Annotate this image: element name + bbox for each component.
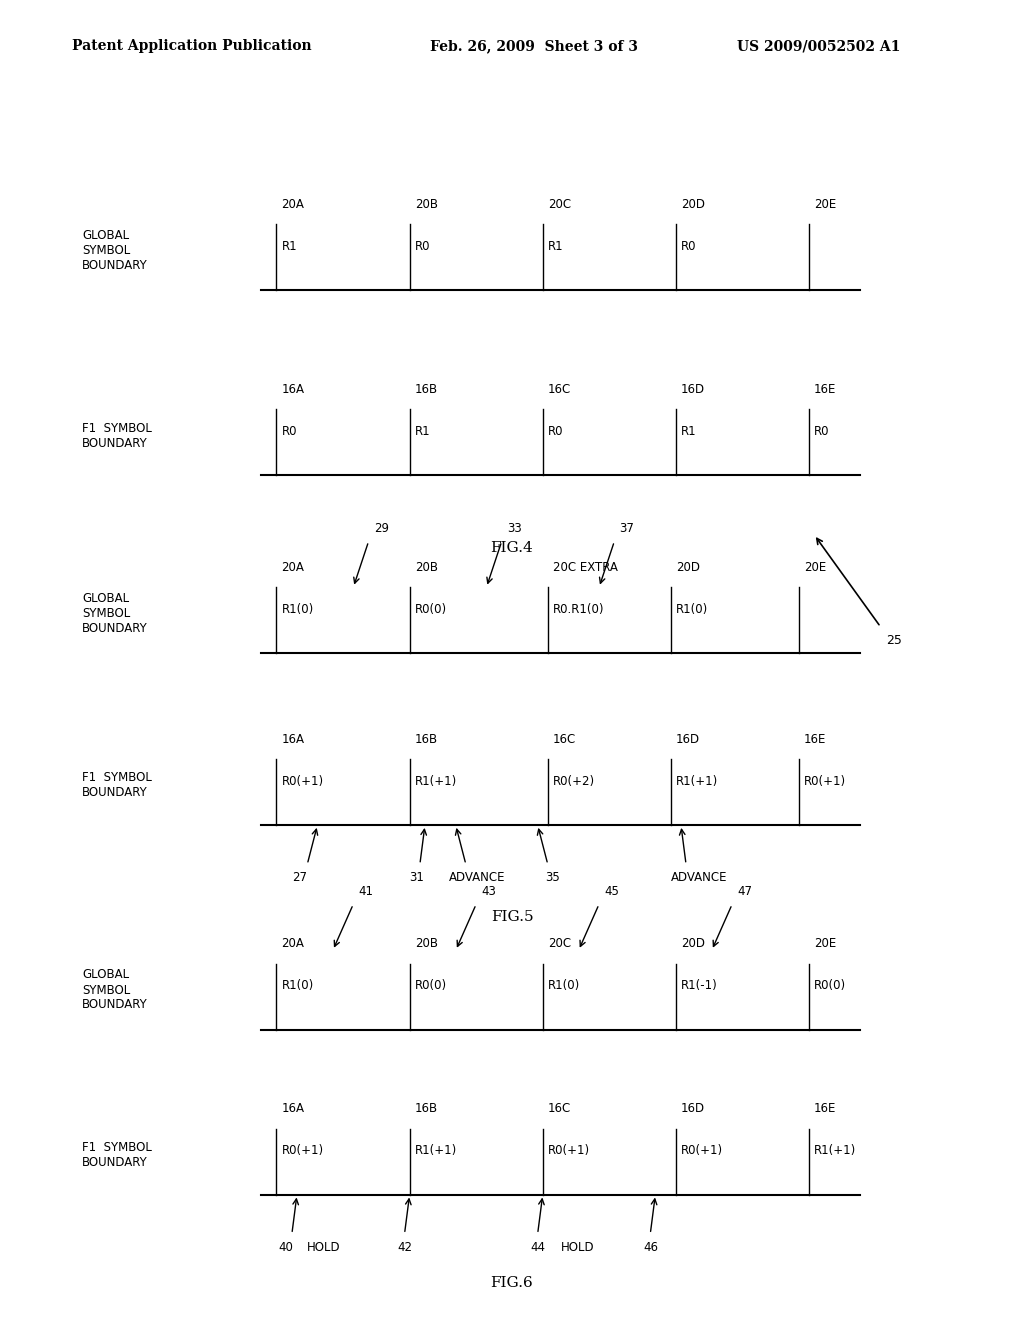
Text: 20D: 20D: [676, 561, 699, 574]
Text: 16E: 16E: [814, 1102, 837, 1115]
Text: R0(+1): R0(+1): [548, 1144, 590, 1158]
Text: 16B: 16B: [415, 1102, 438, 1115]
Text: ADVANCE: ADVANCE: [671, 871, 727, 884]
Text: 20A: 20A: [282, 198, 304, 211]
Text: 16E: 16E: [804, 733, 826, 746]
Text: 16D: 16D: [681, 383, 706, 396]
Text: GLOBAL
SYMBOL
BOUNDARY: GLOBAL SYMBOL BOUNDARY: [82, 593, 147, 635]
Text: 16D: 16D: [676, 733, 700, 746]
Text: R0: R0: [282, 425, 297, 438]
Text: F1  SYMBOL
BOUNDARY: F1 SYMBOL BOUNDARY: [82, 1140, 152, 1170]
Text: FIG.5: FIG.5: [490, 911, 534, 924]
Text: 45: 45: [604, 884, 620, 898]
Text: R0(0): R0(0): [415, 979, 446, 993]
Text: 31: 31: [410, 871, 425, 884]
Text: R1(+1): R1(+1): [676, 775, 718, 788]
Text: 16A: 16A: [282, 733, 304, 746]
Text: R0: R0: [548, 425, 563, 438]
Text: R1(0): R1(0): [282, 603, 313, 616]
Text: R0: R0: [814, 425, 829, 438]
Text: R1(0): R1(0): [282, 979, 313, 993]
Text: R1: R1: [681, 425, 696, 438]
Text: R0(+1): R0(+1): [681, 1144, 723, 1158]
Text: 35: 35: [545, 871, 559, 884]
Text: 20E: 20E: [814, 198, 837, 211]
Text: 16A: 16A: [282, 383, 304, 396]
Text: 16B: 16B: [415, 383, 438, 396]
Text: 16A: 16A: [282, 1102, 304, 1115]
Text: 16C: 16C: [548, 383, 571, 396]
Text: 20E: 20E: [804, 561, 826, 574]
Text: 16C: 16C: [548, 1102, 571, 1115]
Text: GLOBAL
SYMBOL
BOUNDARY: GLOBAL SYMBOL BOUNDARY: [82, 969, 147, 1011]
Text: ADVANCE: ADVANCE: [449, 871, 505, 884]
Text: 41: 41: [358, 884, 374, 898]
Text: 43: 43: [481, 884, 497, 898]
Text: 47: 47: [737, 884, 753, 898]
Text: 46: 46: [643, 1241, 658, 1254]
Text: R1: R1: [548, 240, 563, 253]
Text: Feb. 26, 2009  Sheet 3 of 3: Feb. 26, 2009 Sheet 3 of 3: [430, 40, 638, 53]
Text: F1  SYMBOL
BOUNDARY: F1 SYMBOL BOUNDARY: [82, 771, 152, 800]
Text: 20C EXTRA: 20C EXTRA: [553, 561, 617, 574]
Text: 25: 25: [886, 634, 902, 647]
Text: 20E: 20E: [814, 937, 837, 950]
Text: 20C: 20C: [548, 937, 571, 950]
Text: 16C: 16C: [553, 733, 577, 746]
Text: R0(0): R0(0): [814, 979, 846, 993]
Text: 42: 42: [397, 1241, 413, 1254]
Text: 16D: 16D: [681, 1102, 706, 1115]
Text: 20C: 20C: [548, 198, 571, 211]
Text: 20A: 20A: [282, 561, 304, 574]
Text: R0(0): R0(0): [415, 603, 446, 616]
Text: 20D: 20D: [681, 937, 705, 950]
Text: 20A: 20A: [282, 937, 304, 950]
Text: 40: 40: [279, 1241, 294, 1254]
Text: 20B: 20B: [415, 937, 437, 950]
Text: 20D: 20D: [681, 198, 705, 211]
Text: R1(0): R1(0): [548, 979, 580, 993]
Text: R0(+1): R0(+1): [282, 1144, 324, 1158]
Text: 44: 44: [530, 1241, 546, 1254]
Text: 20B: 20B: [415, 561, 437, 574]
Text: R1: R1: [415, 425, 430, 438]
Text: R0(+1): R0(+1): [804, 775, 846, 788]
Text: R1: R1: [282, 240, 297, 253]
Text: F1  SYMBOL
BOUNDARY: F1 SYMBOL BOUNDARY: [82, 421, 152, 450]
Text: 29: 29: [374, 521, 389, 535]
Text: US 2009/0052502 A1: US 2009/0052502 A1: [737, 40, 901, 53]
Text: R1(+1): R1(+1): [814, 1144, 856, 1158]
Text: FIG.6: FIG.6: [490, 1276, 534, 1290]
Text: HOLD: HOLD: [561, 1241, 595, 1254]
Text: 33: 33: [507, 521, 521, 535]
Text: Patent Application Publication: Patent Application Publication: [72, 40, 311, 53]
Text: 16E: 16E: [814, 383, 837, 396]
Text: R1(-1): R1(-1): [681, 979, 718, 993]
Text: R1(0): R1(0): [676, 603, 708, 616]
Text: 27: 27: [292, 871, 307, 884]
Text: 16B: 16B: [415, 733, 438, 746]
Text: R0.R1(0): R0.R1(0): [553, 603, 604, 616]
Text: R0(+1): R0(+1): [282, 775, 324, 788]
Text: 37: 37: [620, 521, 635, 535]
Text: R1(+1): R1(+1): [415, 775, 457, 788]
Text: R0: R0: [681, 240, 696, 253]
Text: 20B: 20B: [415, 198, 437, 211]
Text: R0(+2): R0(+2): [553, 775, 595, 788]
Text: R1(+1): R1(+1): [415, 1144, 457, 1158]
Text: FIG.4: FIG.4: [490, 541, 534, 554]
Text: HOLD: HOLD: [307, 1241, 341, 1254]
Text: GLOBAL
SYMBOL
BOUNDARY: GLOBAL SYMBOL BOUNDARY: [82, 230, 147, 272]
Text: R0: R0: [415, 240, 430, 253]
